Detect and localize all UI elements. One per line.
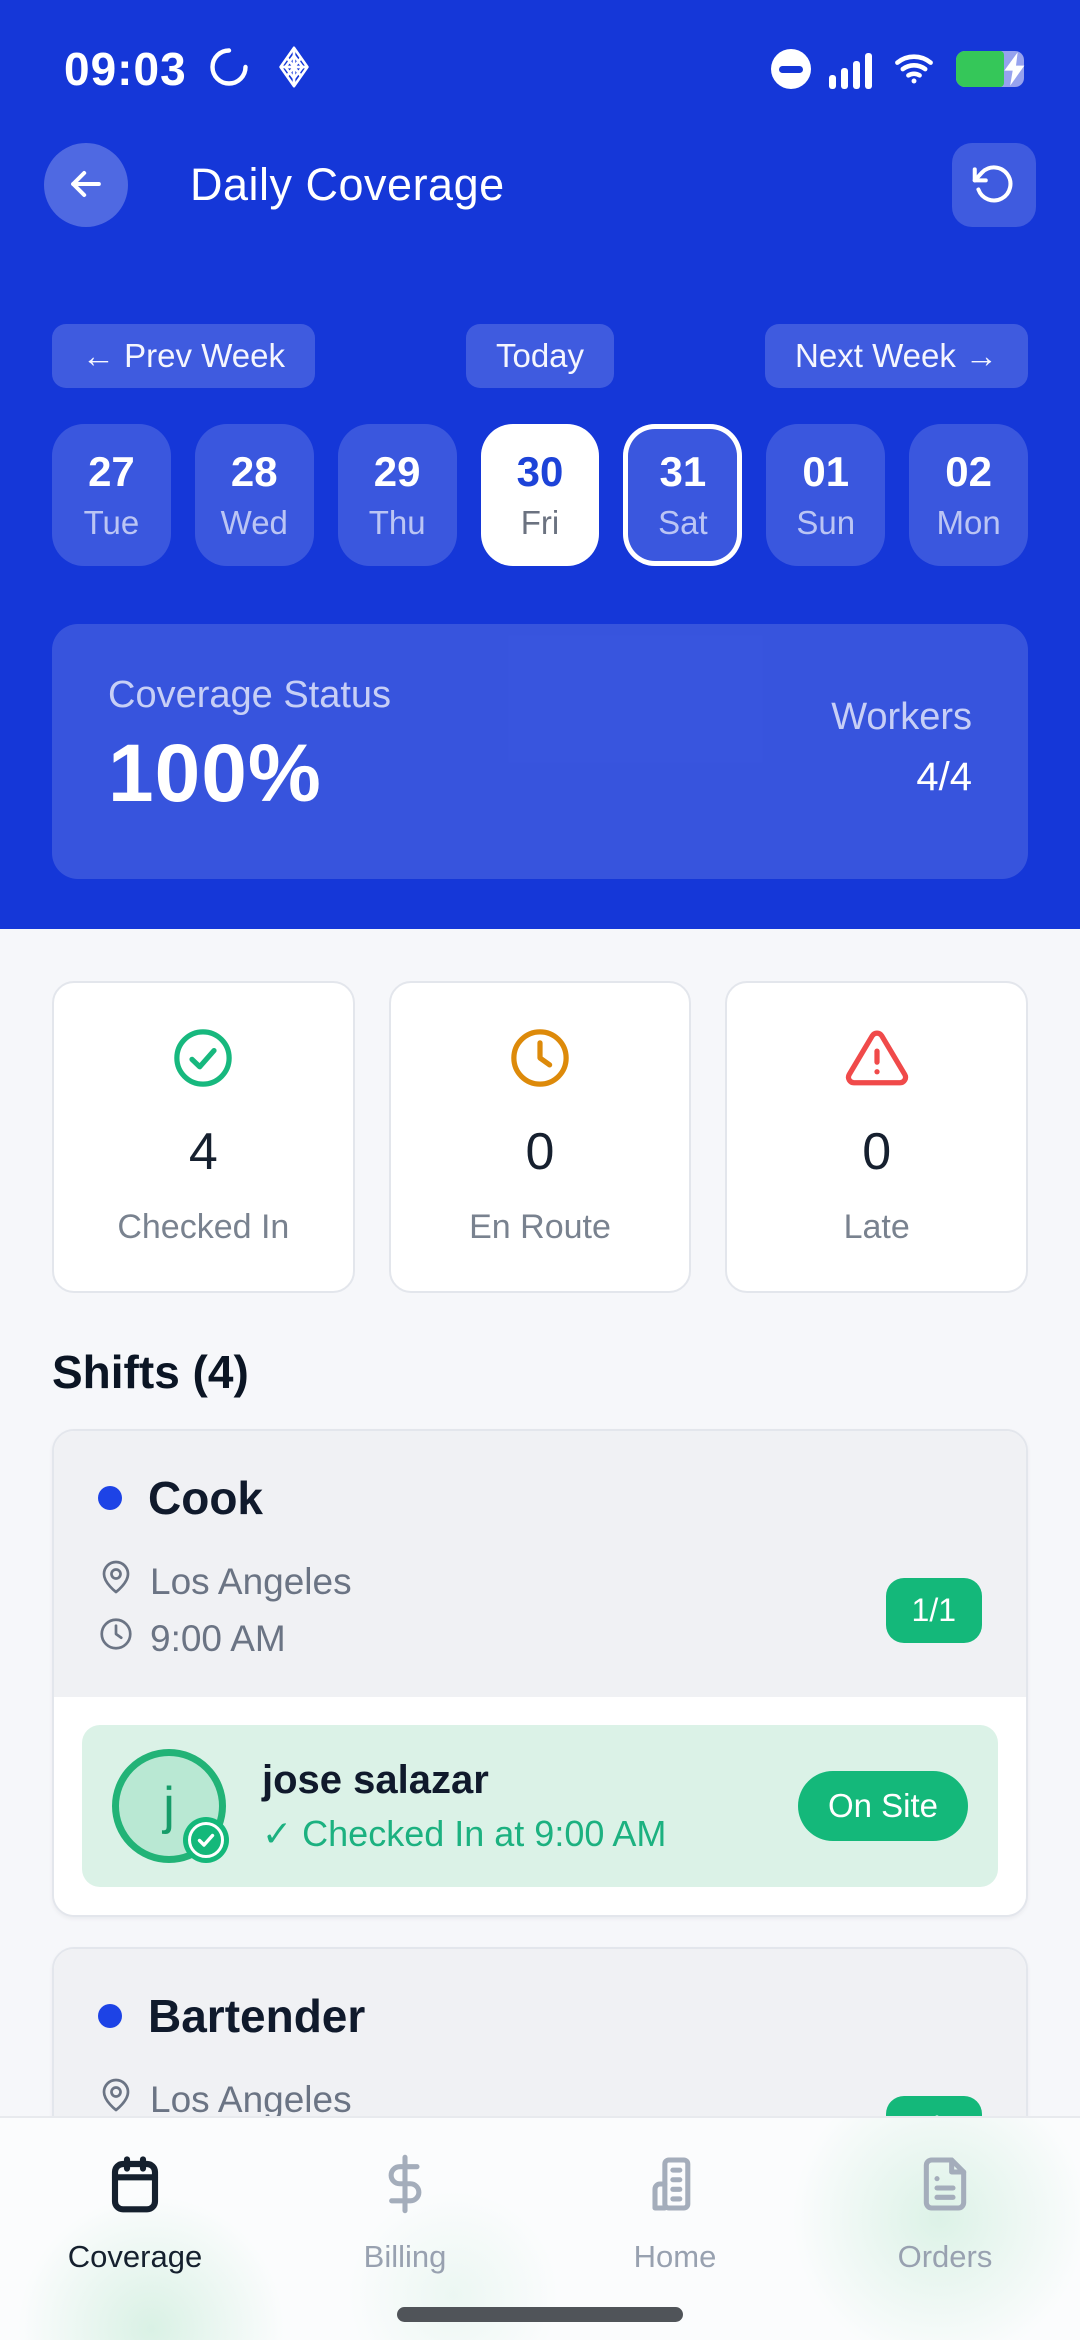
building-icon bbox=[643, 2152, 707, 2221]
nav-label: Coverage bbox=[67, 2239, 203, 2274]
date-pill-tue-27[interactable]: 27 Tue bbox=[52, 424, 171, 566]
date-number: 30 bbox=[516, 448, 564, 495]
map-pin-icon bbox=[98, 1559, 134, 1604]
stat-label: Late bbox=[843, 1208, 910, 1246]
checked-in-badge-icon bbox=[182, 1816, 230, 1869]
back-button[interactable] bbox=[44, 143, 128, 227]
alert-triangle-icon bbox=[844, 1030, 910, 1095]
date-strip: 27 Tue 28 Wed 29 Thu 30 Fri 31 Sat 01 Su… bbox=[0, 424, 1080, 566]
date-number: 02 bbox=[945, 448, 992, 495]
shift-time: 9:00 AM bbox=[150, 1617, 286, 1659]
date-number: 31 bbox=[659, 448, 707, 495]
date-day: Sat bbox=[658, 504, 708, 541]
stat-label: Checked In bbox=[117, 1208, 290, 1246]
date-pill-sat-31-outlined[interactable]: 31 Sat bbox=[623, 424, 743, 566]
worker-avatar: j bbox=[112, 1749, 226, 1863]
nav-item-orders[interactable]: Orders bbox=[810, 2152, 1080, 2340]
stat-value: 0 bbox=[525, 1123, 555, 1181]
wifi-icon bbox=[890, 46, 938, 93]
arrow-left-icon bbox=[64, 162, 108, 209]
date-number: 28 bbox=[230, 448, 278, 495]
coverage-status-label: Coverage Status bbox=[108, 674, 392, 716]
date-number: 27 bbox=[88, 448, 135, 495]
role-dot-icon bbox=[98, 2004, 122, 2028]
worker-row[interactable]: j jose salazar ✓ Checked In at 9:00 AM bbox=[82, 1725, 998, 1887]
date-day: Mon bbox=[936, 504, 1001, 541]
nav-label: Home bbox=[633, 2239, 717, 2274]
role-dot-icon bbox=[98, 1486, 122, 1510]
shift-location: Los Angeles bbox=[150, 1560, 352, 1602]
coverage-status-card: Coverage Status 100% Workers 4/4 bbox=[52, 624, 1028, 879]
stat-card-late: 0 Late bbox=[725, 981, 1029, 1293]
nav-label: Orders bbox=[897, 2239, 993, 2274]
calendar-icon bbox=[103, 2152, 167, 2221]
coverage-percent: 100% bbox=[108, 728, 322, 819]
next-week-button[interactable]: Next Week → bbox=[765, 324, 1028, 388]
nav-item-billing[interactable]: Billing bbox=[270, 2152, 540, 2340]
map-pin-icon bbox=[98, 2077, 134, 2122]
on-site-badge: On Site bbox=[797, 1771, 968, 1841]
prev-week-button[interactable]: ← Prev Week bbox=[52, 324, 315, 388]
date-pill-wed-28[interactable]: 28 Wed bbox=[194, 424, 314, 566]
today-button[interactable]: Today bbox=[465, 324, 615, 388]
date-day: Thu bbox=[368, 504, 426, 541]
refresh-icon bbox=[972, 162, 1016, 209]
date-pill-mon-02[interactable]: 02 Mon bbox=[909, 424, 1029, 566]
loading-spinner-icon bbox=[207, 45, 251, 94]
date-pill-thu-29[interactable]: 29 Thu bbox=[337, 424, 457, 566]
nav-item-home[interactable]: Home bbox=[540, 2152, 810, 2340]
app-bar: Daily Coverage bbox=[0, 108, 1080, 240]
battery-charging-icon bbox=[956, 51, 1025, 87]
shift-card-body: j jose salazar ✓ Checked In at 9:00 AM bbox=[54, 1697, 1026, 1915]
stat-value: 0 bbox=[862, 1123, 892, 1181]
date-day: Sun bbox=[796, 504, 856, 541]
workers-label: Workers bbox=[831, 696, 972, 738]
clock-icon bbox=[507, 1029, 573, 1095]
ornament-diamond-icon bbox=[271, 44, 317, 95]
shift-filled-badge: 1/1 bbox=[885, 1577, 982, 1643]
date-day: Fri bbox=[520, 504, 560, 541]
refresh-button[interactable] bbox=[952, 143, 1036, 227]
signal-icon bbox=[829, 49, 872, 89]
do-not-disturb-icon bbox=[771, 49, 811, 89]
worker-name: jose salazar bbox=[262, 1757, 489, 1802]
status-bar: 09:03 bbox=[0, 0, 1080, 108]
blue-header-section: 09:03 bbox=[0, 0, 1080, 929]
shift-location: Los Angeles bbox=[150, 2078, 352, 2120]
stat-value: 4 bbox=[188, 1123, 218, 1181]
date-pill-fri-30-selected[interactable]: 30 Fri bbox=[480, 424, 600, 566]
dollar-icon bbox=[373, 2152, 437, 2221]
bottom-navigation: Coverage Billing bbox=[0, 2116, 1080, 2340]
nav-item-coverage[interactable]: Coverage bbox=[0, 2152, 270, 2340]
week-navigation: ← Prev Week Today Next Week → bbox=[0, 324, 1080, 388]
stat-card-checked-in: 4 Checked In bbox=[52, 981, 355, 1293]
date-number: 01 bbox=[802, 448, 850, 495]
document-icon bbox=[913, 2152, 977, 2221]
clock-small-icon bbox=[98, 1616, 134, 1661]
shift-card-cook[interactable]: Cook Los Angeles bbox=[52, 1429, 1028, 1917]
stats-row: 4 Checked In 0 En Route bbox=[52, 981, 1029, 1293]
nav-label: Billing bbox=[363, 2239, 447, 2274]
shifts-heading: Shifts (4) bbox=[52, 1346, 249, 1398]
check-circle-icon bbox=[170, 1029, 236, 1095]
shift-title: Bartender bbox=[148, 1990, 366, 2042]
page-title: Daily Coverage bbox=[190, 159, 505, 210]
date-pill-sun-01[interactable]: 01 Sun bbox=[766, 424, 886, 566]
date-day: Tue bbox=[83, 504, 140, 541]
date-day: Wed bbox=[220, 504, 288, 541]
stat-label: En Route bbox=[469, 1208, 611, 1246]
date-number: 29 bbox=[373, 448, 421, 495]
workers-value: 4/4 bbox=[916, 755, 972, 799]
shift-card-header: Cook Los Angeles bbox=[54, 1431, 1026, 1697]
shift-title: Cook bbox=[148, 1472, 263, 1524]
status-time: 09:03 bbox=[64, 43, 187, 95]
stat-card-en-route: 0 En Route bbox=[388, 981, 692, 1293]
worker-status: ✓ Checked In at 9:00 AM bbox=[262, 1812, 667, 1854]
home-indicator[interactable] bbox=[397, 2307, 683, 2322]
